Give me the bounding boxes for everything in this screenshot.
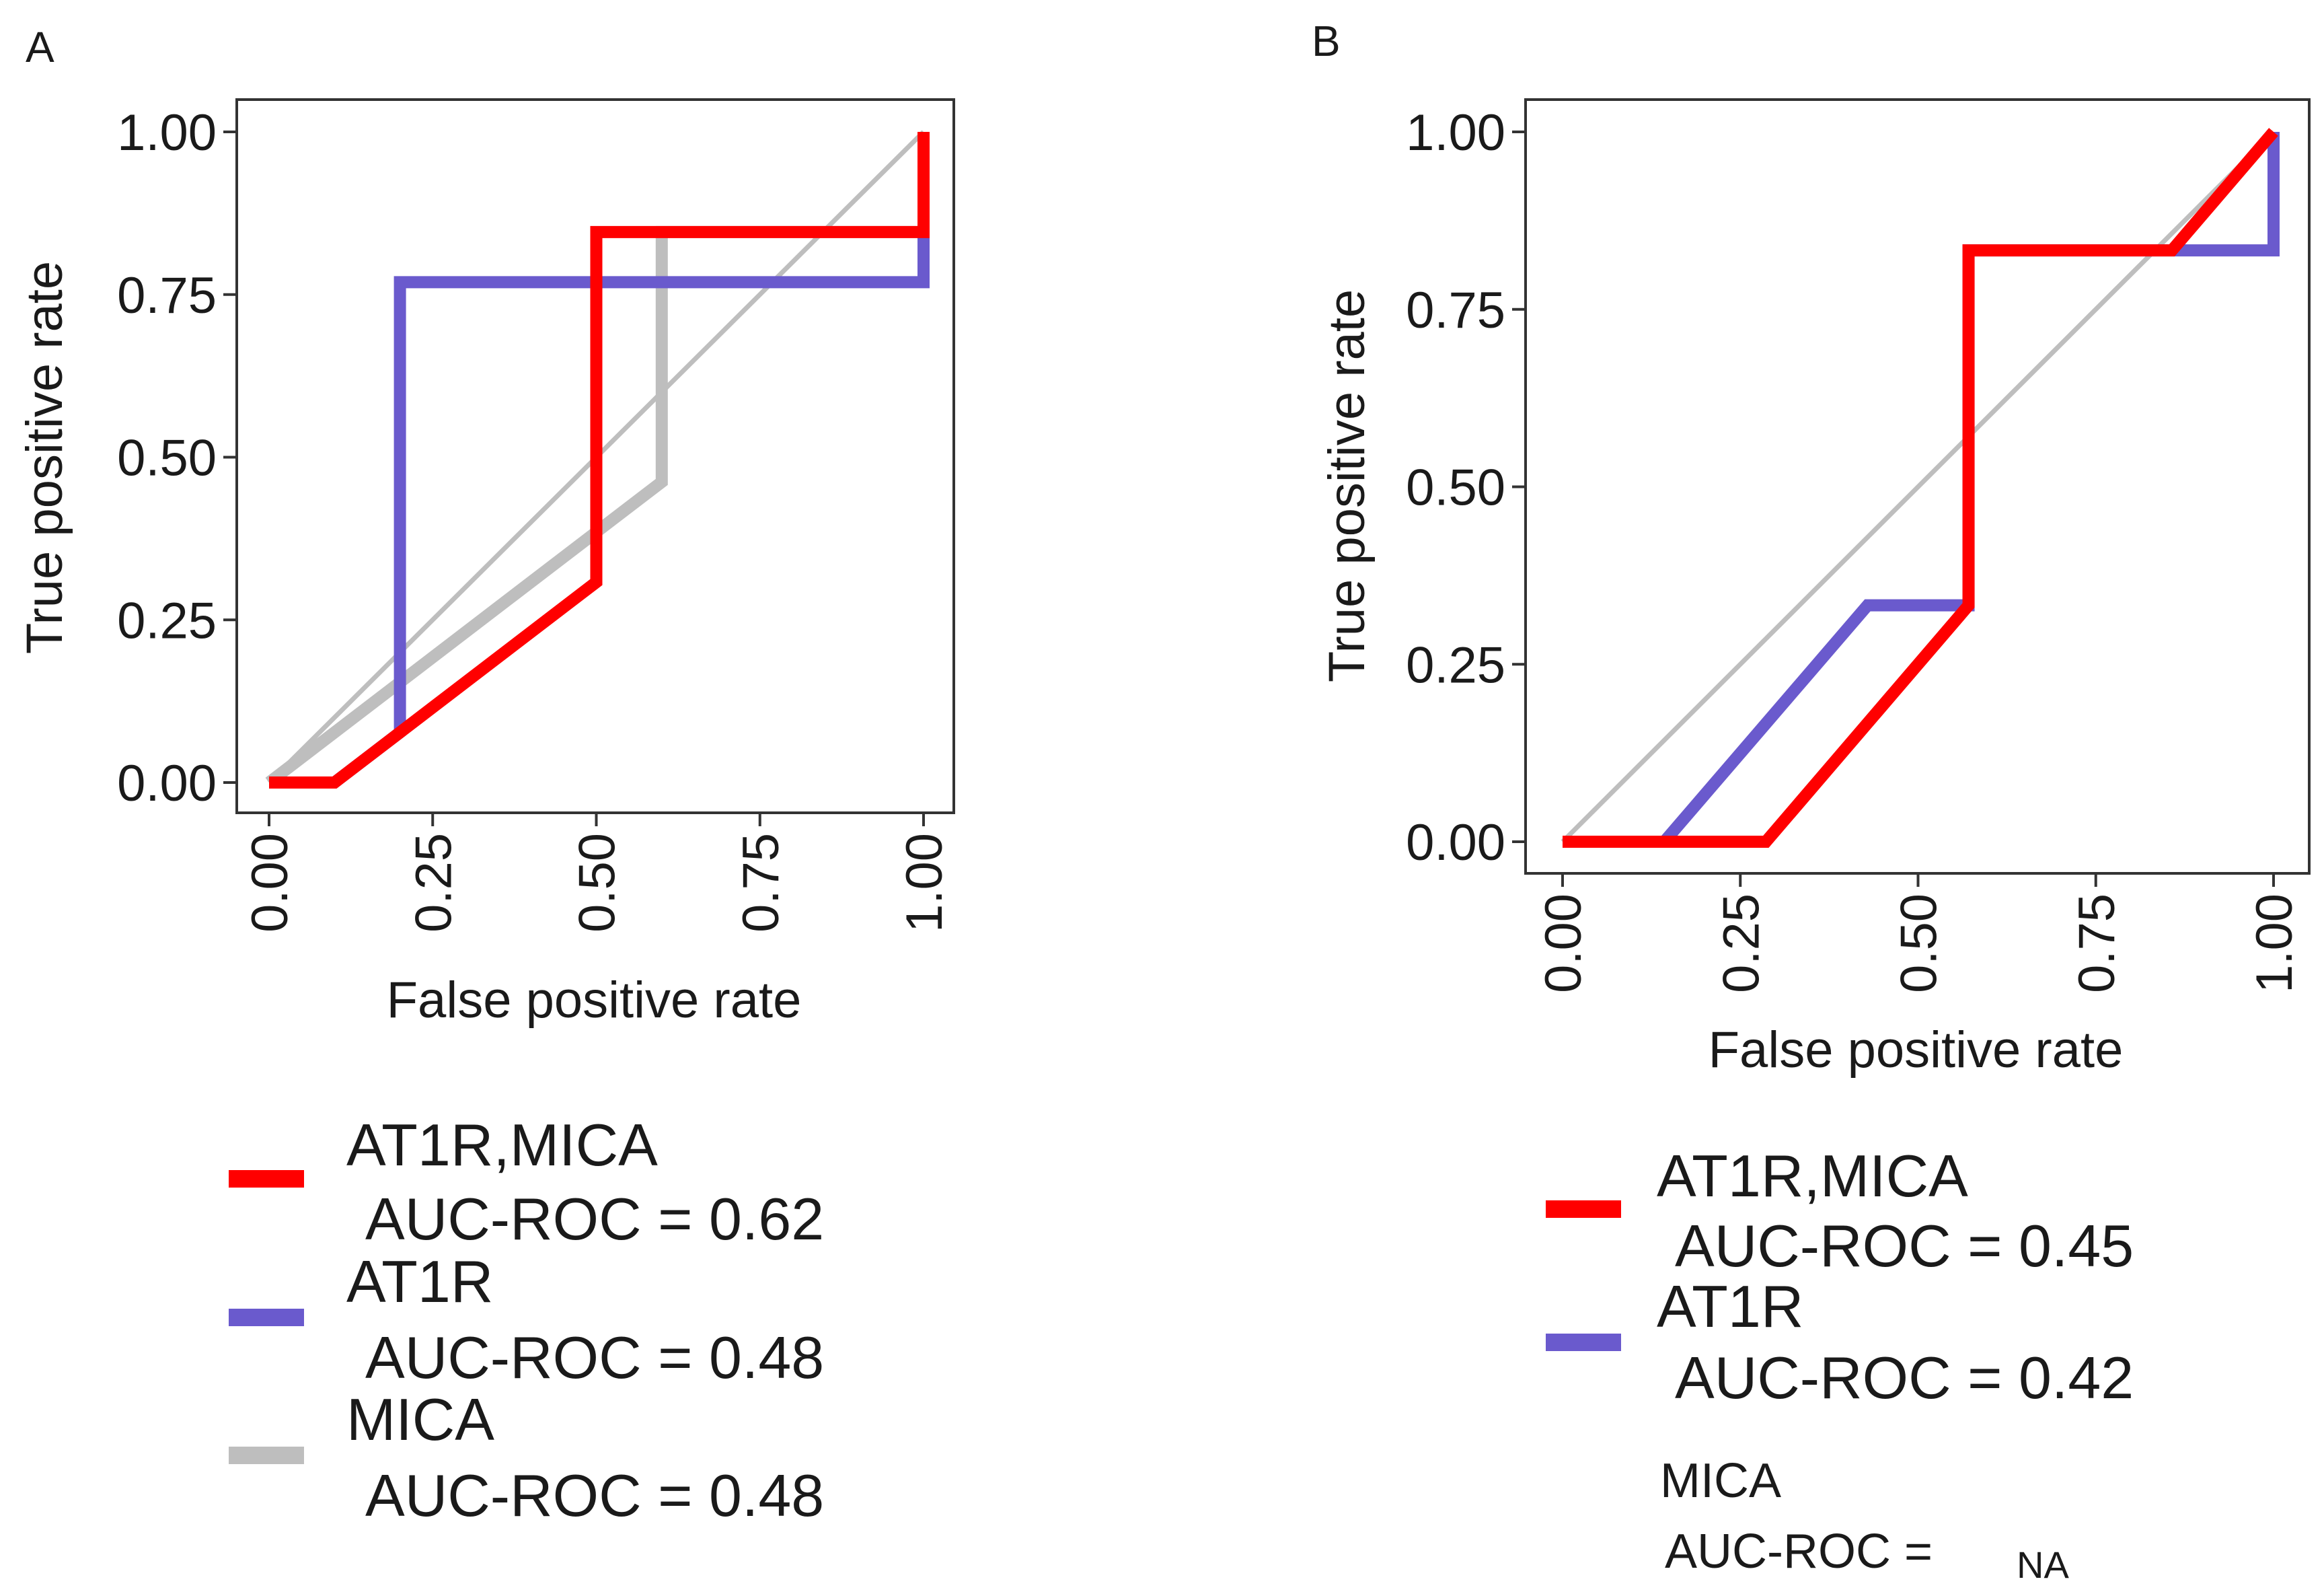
panel-a-plot-area: 0.00 0.25 0.50 0.75 1.00 0.00 0.25 0.50 0.75 1.00	[117, 98, 955, 933]
panel-b-label: B	[1312, 17, 1341, 65]
legend-label-b-mica: MICA	[1660, 1454, 1781, 1508]
legend-auc-at1r: AUC-ROC = 0.48	[365, 1324, 824, 1391]
panel-b-y-tick-label: 0.25	[1406, 637, 1505, 694]
legend-auc-b-at1r: AUC-ROC = 0.42	[1675, 1344, 2134, 1411]
panel-b-y-tick-label: 0.75	[1406, 282, 1505, 339]
panel-a-y-tick-label: 0.75	[117, 267, 217, 324]
panel-a-roc-line-at1r-mica	[269, 132, 930, 789]
panel-a-x-tick-label: 1.00	[896, 833, 953, 933]
panel-a-x-tick-label: 0.75	[733, 833, 790, 933]
panel-b-x-tick-label: 0.50	[1891, 894, 1948, 993]
legend-auc-b-mica-prefix: AUC-ROC =	[1665, 1525, 1946, 1579]
panel-a-legend: AT1R,MICA AUC-ROC = 0.62 AT1R AUC-ROC = …	[229, 1112, 824, 1529]
legend-auc-at1r-mica: AUC-ROC = 0.62	[365, 1186, 824, 1252]
legend-label-at1r: AT1R	[346, 1248, 493, 1315]
legend-auc-b-mica-value: NA	[2017, 1544, 2069, 1586]
panel-b: B 0.00 0.25 0.50 0.75 1.00 0.00 0.25 0.50 0.75 1.…	[1312, 17, 2311, 1586]
panel-a-y-tick-label: 0.25	[117, 592, 217, 649]
panel-a-label: A	[26, 23, 54, 71]
panel-b-plot-area: 0.00 0.25 0.50 0.75 1.00 0.00 0.25 0.50 0.75 1.00	[1406, 98, 2311, 993]
panel-a-y-tick-label: 1.00	[117, 104, 217, 161]
legend-auc-mica: AUC-ROC = 0.48	[365, 1462, 824, 1529]
panel-a: A 0.00 0.25 0.50 0.75 1.00 0.00 0.25 0.50 0.75 1.…	[16, 23, 955, 1529]
panel-a-x-tick-label: 0.25	[405, 833, 462, 933]
panel-a-y-axis-title: True positive rate	[16, 261, 73, 654]
panel-b-x-tick-label: 0.00	[1535, 894, 1592, 993]
panel-b-legend: AT1R,MICA AUC-ROC = 0.45 AT1R AUC-ROC = …	[1546, 1142, 2134, 1586]
panel-b-x-axis-title: False positive rate	[1709, 1021, 2124, 1079]
panel-a-x-tick-label: 0.50	[569, 833, 626, 933]
legend-label-b-at1r-mica: AT1R,MICA	[1657, 1142, 1968, 1209]
panel-b-x-tick-label: 0.25	[1713, 894, 1770, 993]
panel-a-y-tick-label: 0.50	[117, 430, 217, 487]
panel-a-x-axis-title: False positive rate	[387, 972, 802, 1029]
panel-b-x-tick-label: 1.00	[2246, 894, 2303, 993]
panel-a-y-tick-label: 0.00	[117, 755, 217, 812]
panel-b-y-tick-label: 0.50	[1406, 460, 1505, 517]
legend-label-mica: MICA	[346, 1386, 494, 1453]
legend-label-at1r-mica: AT1R,MICA	[346, 1112, 658, 1178]
panel-a-x-tick-label: 0.00	[241, 833, 299, 933]
panel-b-y-tick-label: 1.00	[1406, 104, 1505, 161]
panel-b-y-axis-title: True positive rate	[1318, 289, 1376, 682]
legend-label-b-at1r: AT1R	[1657, 1273, 1803, 1340]
legend-auc-b-at1r-mica: AUC-ROC = 0.45	[1675, 1212, 2134, 1279]
panel-b-reference-diagonal	[1561, 130, 2276, 844]
panel-b-y-tick-label: 0.00	[1406, 814, 1505, 871]
panel-b-x-tick-label: 0.75	[2068, 894, 2126, 993]
panel-b-roc-line-at1r-mica	[1563, 128, 2278, 848]
